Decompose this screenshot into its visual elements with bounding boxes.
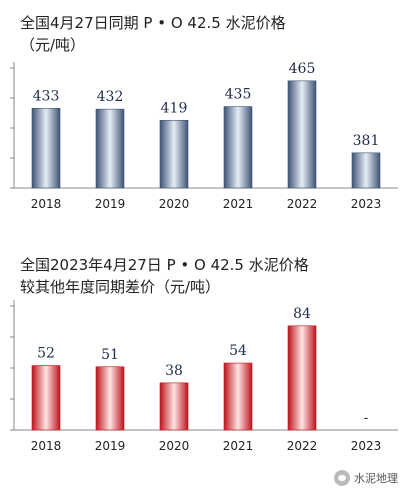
wechat-logo-icon	[334, 470, 350, 486]
watermark-text: 水泥地理	[354, 472, 398, 485]
x-tick-label-2019: 2019	[95, 439, 126, 453]
chart2-title-line1: 全国2023年4月27日 P • O 42.5 水泥价格	[20, 256, 309, 274]
data-label-2018: 433	[33, 88, 60, 104]
bar-2022	[287, 325, 317, 431]
bar-2019	[95, 108, 125, 189]
x-tick-label-2022: 2022	[287, 197, 318, 211]
data-label-2021: 54	[229, 343, 247, 359]
bar-2020	[159, 119, 189, 189]
chart1-title: 全国4月27日同期 P • O 42.5 水泥价格 （元/吨）	[20, 12, 286, 56]
price-bar-chart: 433 2018 432 2019 419 2020 435 2021 465 2022 381 20…	[10, 61, 398, 211]
bar-2021	[223, 106, 253, 189]
chart1-title-line1: 全国4月27日同期 P • O 42.5 水泥价格	[20, 14, 286, 32]
bar-2020	[159, 382, 189, 431]
bar-2018	[31, 107, 61, 189]
x-tick-label-2023: 2023	[351, 197, 382, 211]
bar-2019	[95, 366, 125, 431]
data-label-2019: 51	[101, 347, 119, 363]
bar-2021	[223, 362, 253, 431]
chart1-title-line2: （元/吨）	[20, 36, 86, 54]
watermark: 水泥地理	[334, 470, 398, 486]
x-tick-label-2023: 2023	[351, 439, 382, 453]
data-label-2022: 465	[289, 61, 316, 77]
data-label-2021: 435	[225, 87, 252, 103]
x-tick-label-2021: 2021	[223, 439, 254, 453]
chart2-title: 全国2023年4月27日 P • O 42.5 水泥价格 较其他年度同期差价（元…	[20, 254, 309, 298]
x-tick-label-2020: 2020	[159, 439, 190, 453]
x-tick-label-2021: 2021	[223, 197, 254, 211]
data-label-2022: 84	[293, 306, 311, 322]
data-label-2020: 419	[161, 100, 188, 116]
data-label-2020: 38	[165, 363, 183, 379]
bar-2022	[287, 80, 317, 189]
data-label-2023: 381	[353, 133, 380, 149]
data-label-2019: 432	[97, 89, 124, 105]
x-tick-label-2018: 2018	[31, 439, 62, 453]
x-tick-label-2022: 2022	[287, 439, 318, 453]
x-tick-label-2019: 2019	[95, 197, 126, 211]
x-tick-label-2018: 2018	[31, 197, 62, 211]
x-tick-label-2020: 2020	[159, 197, 190, 211]
bar-2018	[31, 365, 61, 431]
data-label-2023: -	[364, 410, 369, 426]
chart2-title-line2: 较其他年度同期差价（元/吨）	[20, 278, 221, 296]
data-label-2018: 52	[37, 346, 55, 362]
bar-2023	[351, 152, 381, 189]
